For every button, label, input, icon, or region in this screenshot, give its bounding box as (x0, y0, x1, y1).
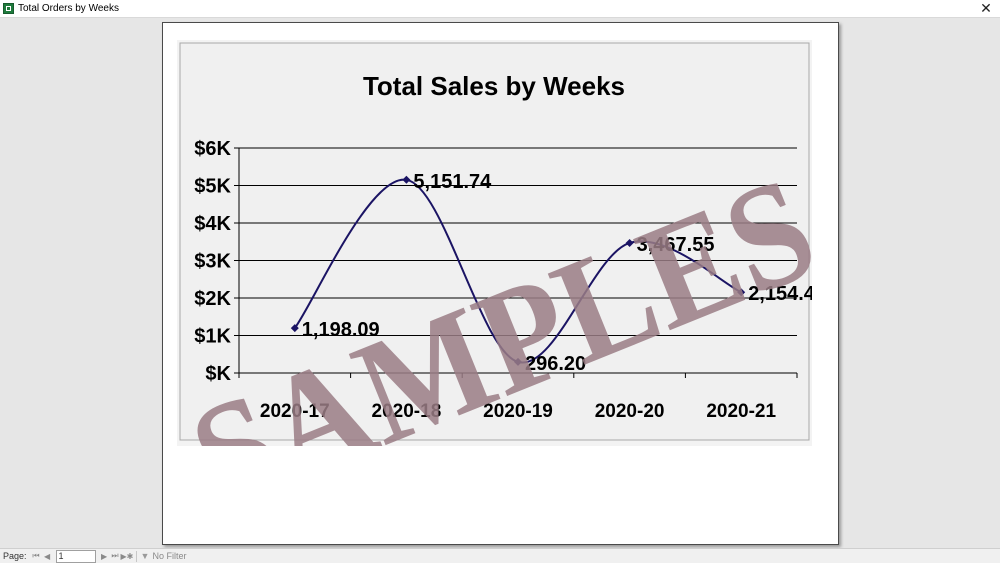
x-tick-label: 2020-17 (260, 401, 330, 422)
data-label: 296.20 (525, 353, 586, 375)
record-navigation-bar: Page: ⏮ ◀ 1 ▶ ⏭ ▶✱ ▼ No Filter (0, 548, 1000, 563)
data-point (402, 175, 411, 184)
x-tick-label: 2020-21 (706, 401, 776, 422)
y-tick-label: $2K (194, 288, 231, 310)
title-bar: Total Orders by Weeks ✕ (0, 0, 1000, 18)
data-label: 1,198.09 (302, 319, 380, 341)
x-tick-label: 2020-20 (595, 401, 665, 422)
close-button[interactable]: ✕ (980, 0, 992, 16)
y-tick-label: $5K (194, 176, 231, 198)
new-page-button[interactable]: ▶✱ (120, 551, 134, 561)
previous-page-button[interactable]: ◀ (43, 551, 51, 561)
sales-line-chart: $K $1K $2K $3K $4K $5K $6K 2020-17 2020-18 2020-… (177, 40, 812, 446)
series-line (294, 178, 742, 364)
data-point (290, 324, 299, 333)
chart-title: Total Sales by Weeks (363, 71, 625, 101)
data-label: 3,467.55 (637, 234, 715, 256)
y-tick-label: $1K (194, 326, 231, 348)
x-tick-label: 2020-19 (483, 401, 553, 422)
data-point (514, 357, 522, 366)
window-title: Total Orders by Weeks (18, 3, 119, 14)
last-page-button[interactable]: ⏭ (111, 551, 119, 560)
filter-icon: ▼ (140, 551, 150, 561)
page-number-input[interactable]: 1 (55, 549, 96, 563)
x-tick-label: 2020-18 (372, 401, 442, 422)
data-point (625, 238, 634, 247)
chart-container: $K $1K $2K $3K $4K $5K $6K 2020-17 2020-18 2020-… (177, 40, 812, 446)
y-tick-label: $6K (194, 138, 231, 160)
page-label: Page: (3, 551, 27, 561)
no-filter-button[interactable]: No Filter (152, 551, 187, 561)
first-page-button[interactable]: ⏮ (32, 551, 40, 560)
y-tick-label: $K (205, 363, 231, 385)
data-point (737, 288, 746, 297)
data-label: 2,154.43 (748, 283, 812, 305)
y-tick-label: $4K (194, 213, 231, 235)
chart-area (179, 42, 810, 441)
separator (135, 550, 137, 562)
data-label: 5,151.74 (413, 171, 492, 193)
next-page-button[interactable]: ▶ (100, 551, 108, 561)
spreadsheet-icon (3, 3, 14, 14)
y-tick-label: $3K (194, 251, 231, 273)
